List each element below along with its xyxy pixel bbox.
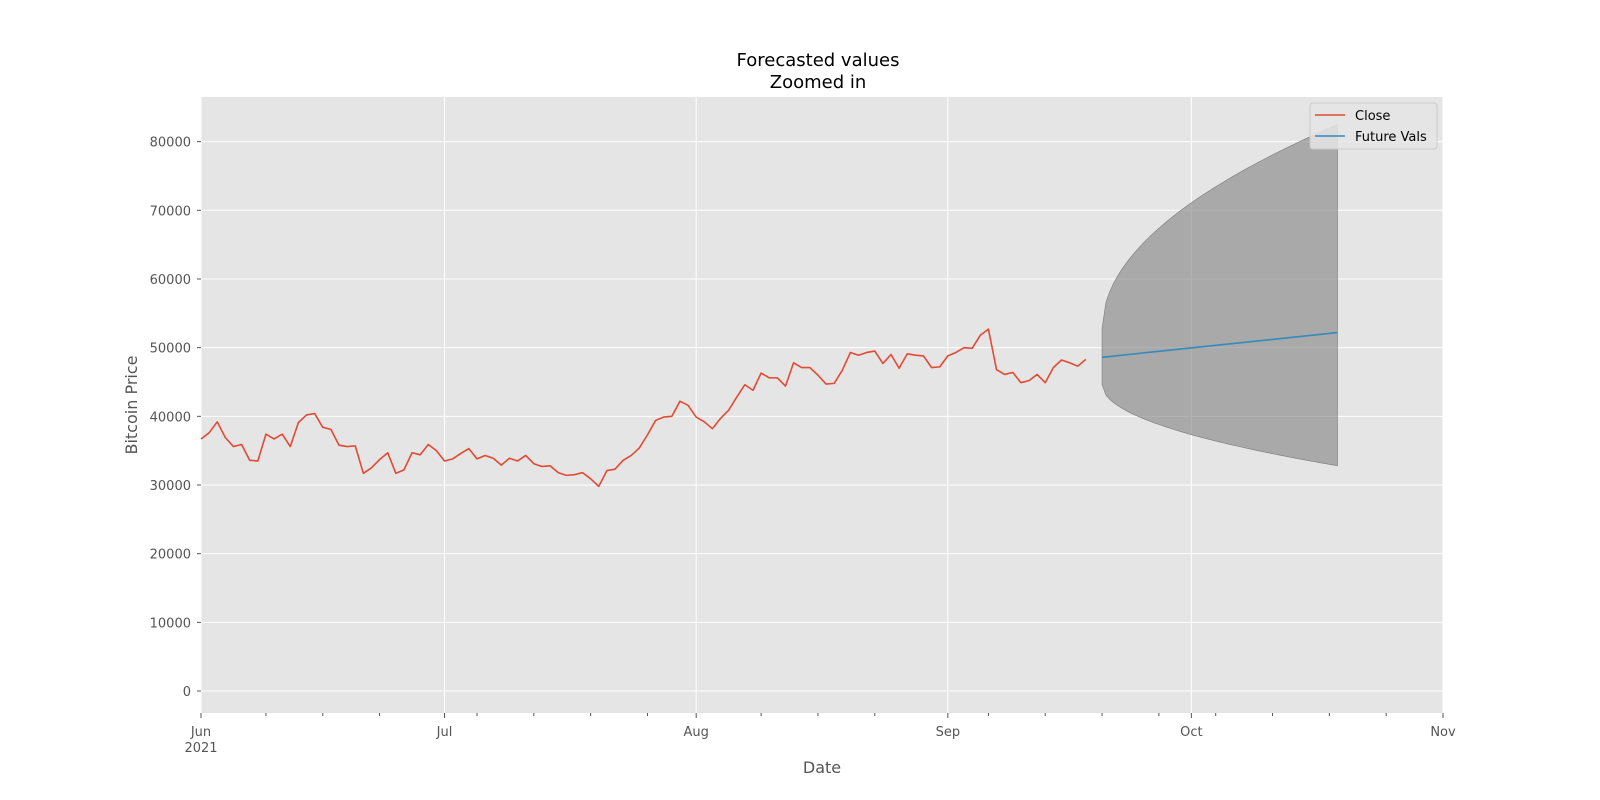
x-tick-label: Oct (1180, 725, 1202, 740)
confidence-band-area (1101, 124, 1338, 467)
x-tick-label: Jul (436, 725, 453, 740)
x-tick-label: Sep (936, 725, 961, 740)
x-axis-label: Date (803, 758, 841, 777)
x-tick-label: Nov (1430, 725, 1456, 740)
legend-label: Close (1355, 109, 1390, 124)
x-tick-label: Jun (190, 725, 211, 740)
y-tick-label: 10000 (150, 616, 191, 631)
legend-label: Future Vals (1355, 130, 1427, 145)
y-tick-label: 50000 (150, 342, 191, 357)
chart-title: Forecasted values Zoomed in (737, 50, 900, 93)
y-tick-label: 30000 (150, 479, 191, 494)
y-tick-label: 60000 (150, 273, 191, 288)
y-axis: 0 10000 20000 30000 40000 50000 60000 70000 8000… (150, 136, 201, 700)
series-lines (200, 328, 1338, 488)
chart-title-line-1: Forecasted values (737, 50, 900, 71)
y-tick-label: 20000 (150, 548, 191, 563)
series-line-close (200, 328, 1087, 488)
y-tick-label: 80000 (150, 136, 191, 151)
chart-title-line-2: Zoomed in (770, 72, 867, 93)
y-tick-label: 0 (183, 685, 191, 700)
x-tick-sublabel: 2021 (184, 741, 217, 756)
y-axis-label: Bitcoin Price (122, 356, 141, 455)
confidence-band (1101, 124, 1338, 467)
series-line-future-vals (1101, 331, 1338, 359)
y-tick-label: 40000 (150, 410, 191, 425)
x-tick-label: Aug (683, 725, 708, 740)
y-tick-label: 70000 (150, 204, 191, 219)
legend: Close Future Vals (1309, 102, 1438, 150)
grid-lines (200, 97, 1444, 713)
